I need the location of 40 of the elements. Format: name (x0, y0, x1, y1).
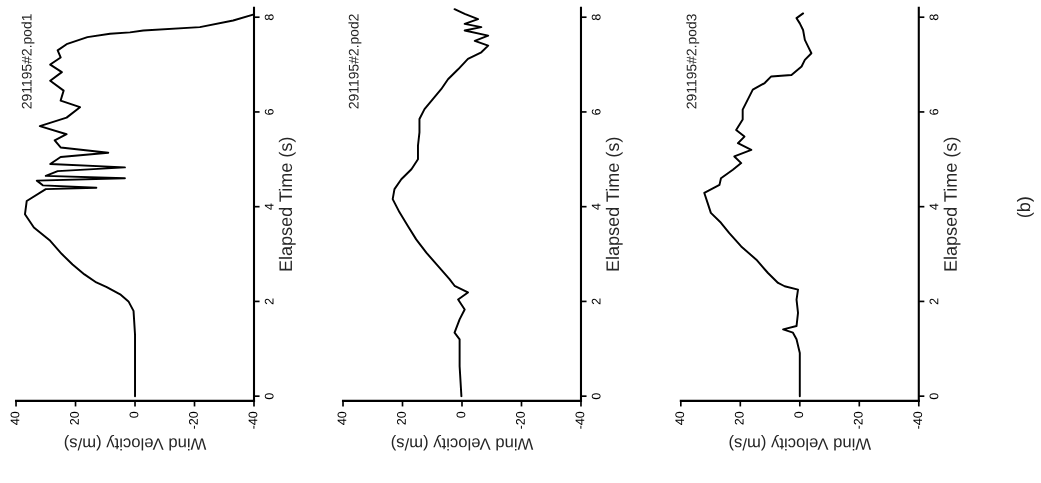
y-tick-label: 8 (591, 14, 601, 21)
y-tick-label: 6 (929, 109, 939, 115)
y-axis-title: Elapsed Time (s) (278, 137, 296, 271)
y-axis-title: Elapsed Time (s) (943, 137, 961, 271)
x-tick-label: -20 (189, 411, 198, 429)
x-tick-label: -40 (913, 411, 923, 429)
y-tick-label: 8 (929, 14, 939, 21)
y-tick-label: 0 (591, 393, 601, 400)
y-tick-label: 6 (264, 109, 274, 115)
x-tick-label: 20 (70, 411, 79, 425)
x-tick-label: 40 (675, 411, 685, 425)
x-tick-label: 0 (129, 411, 139, 418)
text: 291195#2.pod2 (348, 14, 362, 109)
x-tick-label: -20 (515, 411, 525, 429)
text: 291195#2.pod1 (21, 14, 35, 109)
y-tick-label: 4 (929, 203, 939, 210)
y-tick-label: 0 (929, 393, 939, 400)
y-tick-label: 4 (591, 203, 601, 210)
x-tick-label: -40 (575, 411, 585, 429)
x-tick-label: 0 (456, 411, 466, 418)
x-tick-label: -40 (248, 411, 258, 429)
x-tick-label: 0 (794, 411, 804, 418)
x-axis-title: Wind Velocity (m/s) (391, 434, 534, 451)
y-tick-label: 2 (591, 298, 601, 305)
x-axis-title: Wind Velocity (m/s) (64, 434, 207, 451)
y-tick-label: 2 (929, 298, 939, 305)
x-tick-label: 20 (734, 411, 744, 425)
x-tick-label: 20 (397, 411, 406, 425)
y-tick-label: 6 (591, 109, 601, 115)
x-axis-title: Wind Velocity (m/s) (729, 434, 872, 451)
text: (b) (1016, 197, 1034, 218)
y-tick-label: 0 (264, 393, 274, 400)
x-tick-label: 40 (337, 411, 347, 425)
text: 291195#2.pod3 (686, 14, 700, 109)
y-axis-title: Elapsed Time (s) (605, 137, 623, 271)
x-tick-label: 40 (10, 411, 20, 425)
x-tick-label: -20 (853, 411, 863, 429)
y-tick-label: 2 (264, 298, 274, 305)
y-tick-label: 4 (264, 203, 274, 210)
y-tick-label: 8 (264, 14, 274, 21)
